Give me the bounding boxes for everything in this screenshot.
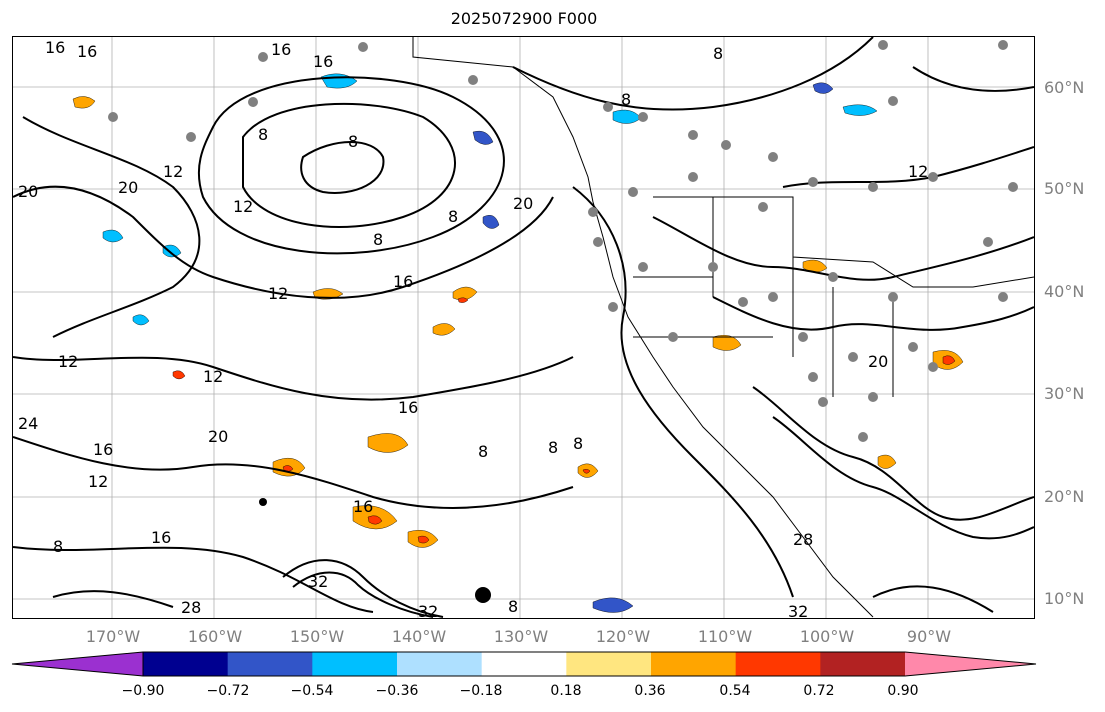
contour-label: 32 [308,572,328,591]
contour-label: 16 [151,528,171,547]
contour-label: 16 [45,38,65,57]
contour-label: 20 [118,178,138,197]
shaded-patches [72,73,964,613]
colorbar-segment [820,652,906,676]
lon-label: 100°W [799,627,855,646]
contour-label: 8 [348,132,358,151]
contour-label: 16 [93,440,113,459]
lon-label: 130°W [493,627,549,646]
contour-label: 16 [271,40,291,59]
lon-label: 120°W [595,627,651,646]
contour-label: 20 [18,182,38,201]
lat-label: 10°N [1044,589,1085,608]
colorbar-segments [12,652,1036,676]
contour-label: 8 [621,90,631,109]
map-panel: 16 16 16 16 8 8 8 8 8 8 8 12 12 12 12 12… [12,36,1035,619]
contour-label: 12 [203,367,223,386]
lon-label: 110°W [697,627,753,646]
colorbar-segment [227,652,313,676]
contour-label: 28 [793,530,813,549]
contour-label: 12 [268,284,288,303]
colorbar-tick: 0.54 [719,683,751,699]
lat-label: 30°N [1044,384,1085,403]
lon-label: 90°W [906,627,952,646]
colorbar-segment [397,652,483,676]
colorbar [11,651,1037,677]
contour-label: 8 [448,207,458,226]
map-title: 2025072900 F000 [450,9,598,28]
colorbar-tick: 0.18 [550,683,582,699]
lat-label: 40°N [1044,282,1085,301]
contour-label: 8 [713,44,723,63]
contour-label: 20 [868,352,888,371]
lat-label: 20°N [1044,487,1085,506]
contour-label: 12 [163,162,183,181]
contour-label: 20 [208,427,228,446]
colorbar-segment [312,652,398,676]
contour-label: 8 [258,125,268,144]
contour-label: 16 [393,272,413,291]
colorbar-segment [143,652,229,676]
contour-label: 8 [548,438,558,457]
contour-label: 12 [58,352,78,371]
station-dots [108,40,1018,442]
contour-label: 32 [418,602,438,618]
colorbar-tick: −0.36 [375,683,419,699]
colorbar-segment [651,652,737,676]
colorbar-tick: −0.90 [121,683,165,699]
colorbar-segment [735,652,821,676]
contour-label: 8 [573,434,583,453]
contour-label: 32 [788,602,808,618]
colorbar-tick: −0.18 [459,683,503,699]
filled-marks [259,498,491,603]
colorbar-extend-max [905,652,1036,676]
colorbar-tick: 0.90 [887,683,919,699]
colorbar-segment [566,652,652,676]
contour-label: 8 [508,597,518,616]
colorbar-extend-min [12,652,143,676]
contour-label: 8 [53,537,63,556]
contour-label: 16 [77,42,97,61]
lat-label: 50°N [1044,179,1085,198]
contour-label: 16 [353,497,373,516]
lon-label: 140°W [391,627,447,646]
contour-label: 16 [398,398,418,417]
contour-label: 12 [88,472,108,491]
colorbar-tick: −0.72 [206,683,250,699]
coastlines [412,37,1034,618]
contour-label: 16 [313,52,333,71]
contour-label: 8 [373,230,383,249]
contour-label: 28 [181,598,201,617]
colorbar-tick: 0.72 [803,683,835,699]
contour-label: 12 [908,162,928,181]
colorbar-outline [11,651,1037,677]
lon-label: 170°W [85,627,141,646]
map-canvas: 16 16 16 16 8 8 8 8 8 8 8 12 12 12 12 12… [13,37,1034,618]
lon-label: 160°W [187,627,243,646]
colorbar-tick: 0.36 [634,683,666,699]
contour-label-group: 16 16 16 16 8 8 8 8 8 8 8 12 12 12 12 12… [18,38,928,618]
colorbar-tick: −0.54 [290,683,334,699]
lon-label: 150°W [289,627,345,646]
contour-label: 24 [18,414,38,433]
contour-label: 12 [233,197,253,216]
lat-label: 60°N [1044,78,1085,97]
contour-label: 20 [513,194,533,213]
colorbar-segment [481,652,567,676]
contour-label: 8 [478,442,488,461]
